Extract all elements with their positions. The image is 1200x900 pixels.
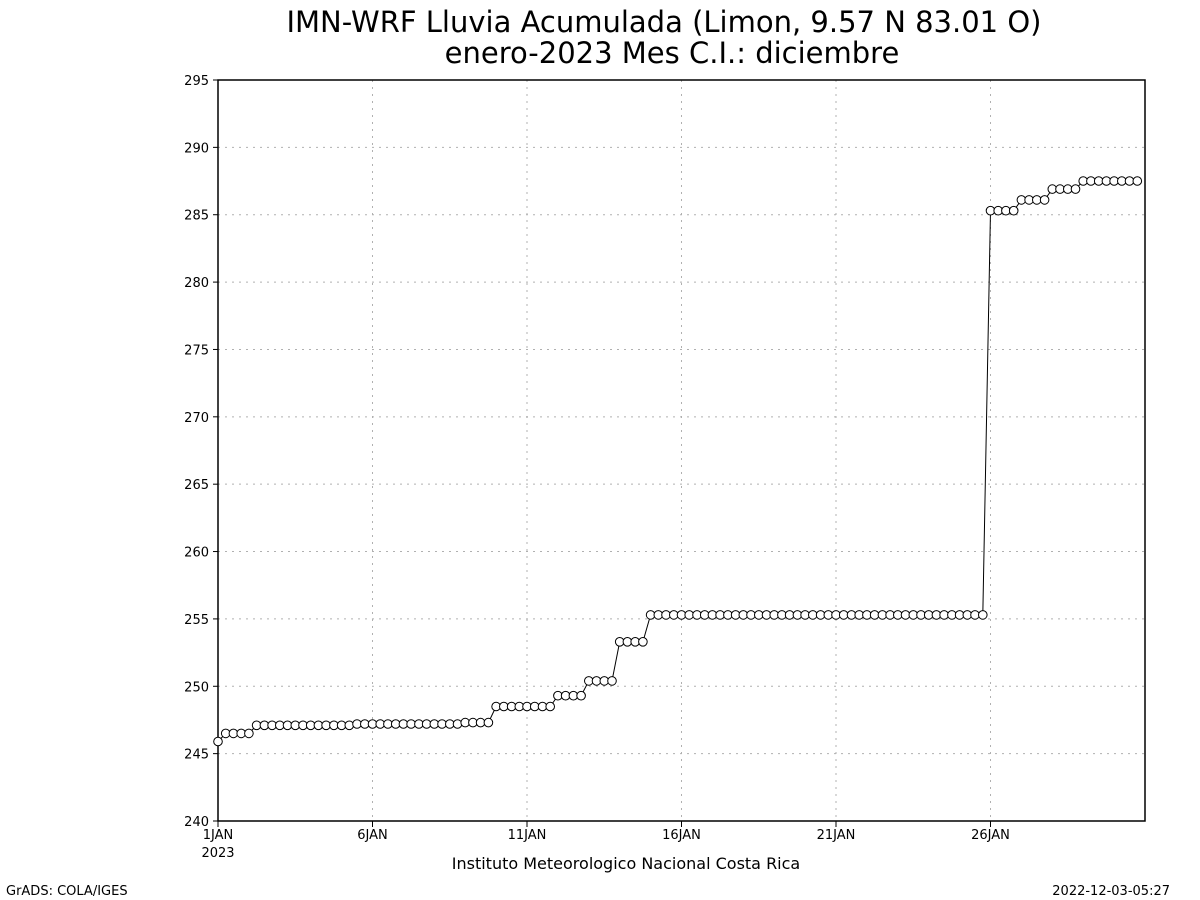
y-tick-label: 290: [184, 141, 209, 156]
y-tick-label: 270: [184, 411, 209, 426]
footer-right: 2022-12-03-05:27: [1052, 884, 1170, 899]
y-tick-label: 245: [184, 748, 209, 763]
y-tick-label: 265: [184, 478, 209, 493]
chart-subtitle: enero-2023 Mes C.I.: diciembre: [445, 36, 900, 70]
x-tick-sublabel: 2023: [201, 846, 234, 861]
y-tick-label: 285: [184, 209, 209, 224]
y-tick-label: 250: [184, 680, 209, 695]
y-axis: 240 245 250 255 260 265 270 275 280 285 290 295: [184, 74, 218, 830]
data-point: [452, 719, 463, 729]
data-point: [576, 690, 586, 701]
data-point: [607, 676, 617, 686]
series-layer: [213, 176, 1143, 747]
chart-title: IMN-WRF Lluvia Acumulada (Limon, 9.57 N …: [286, 5, 1041, 39]
data-point: [1039, 195, 1050, 205]
y-tick-label: 280: [184, 276, 209, 291]
x-tick-label: 6JAN: [357, 828, 388, 843]
data-point: [1008, 205, 1019, 216]
series-line: [217, 180, 1138, 742]
y-tick-label: 240: [184, 815, 209, 830]
x-axis: 1JAN 2023 6JAN 11JAN 16JAN 21JAN 26JAN: [201, 821, 1010, 861]
x-tick-label: 16JAN: [662, 828, 701, 843]
data-point: [213, 736, 223, 747]
data-point: [978, 610, 988, 620]
plot-frame: [217, 79, 1146, 822]
data-point: [545, 701, 556, 712]
y-tick-label: 295: [184, 74, 209, 89]
data-point: [1132, 176, 1143, 186]
y-tick-label: 255: [184, 613, 209, 628]
data-point: [344, 720, 355, 731]
grid: [218, 80, 1145, 821]
x-tick-label: 21JAN: [817, 828, 856, 843]
data-point: [1070, 184, 1081, 194]
footer-left: GrADS: COLA/IGES: [6, 884, 128, 899]
x-tick-label: 1JAN: [203, 828, 234, 843]
data-point: [638, 637, 648, 647]
x-axis-label: Instituto Meteorologico Nacional Costa R…: [452, 854, 800, 873]
y-tick-label: 275: [184, 343, 209, 358]
data-point: [244, 728, 254, 739]
x-tick-label: 11JAN: [508, 828, 547, 843]
x-tick-label: 26JAN: [971, 828, 1010, 843]
data-point: [483, 717, 494, 728]
y-tick-label: 260: [184, 546, 209, 561]
